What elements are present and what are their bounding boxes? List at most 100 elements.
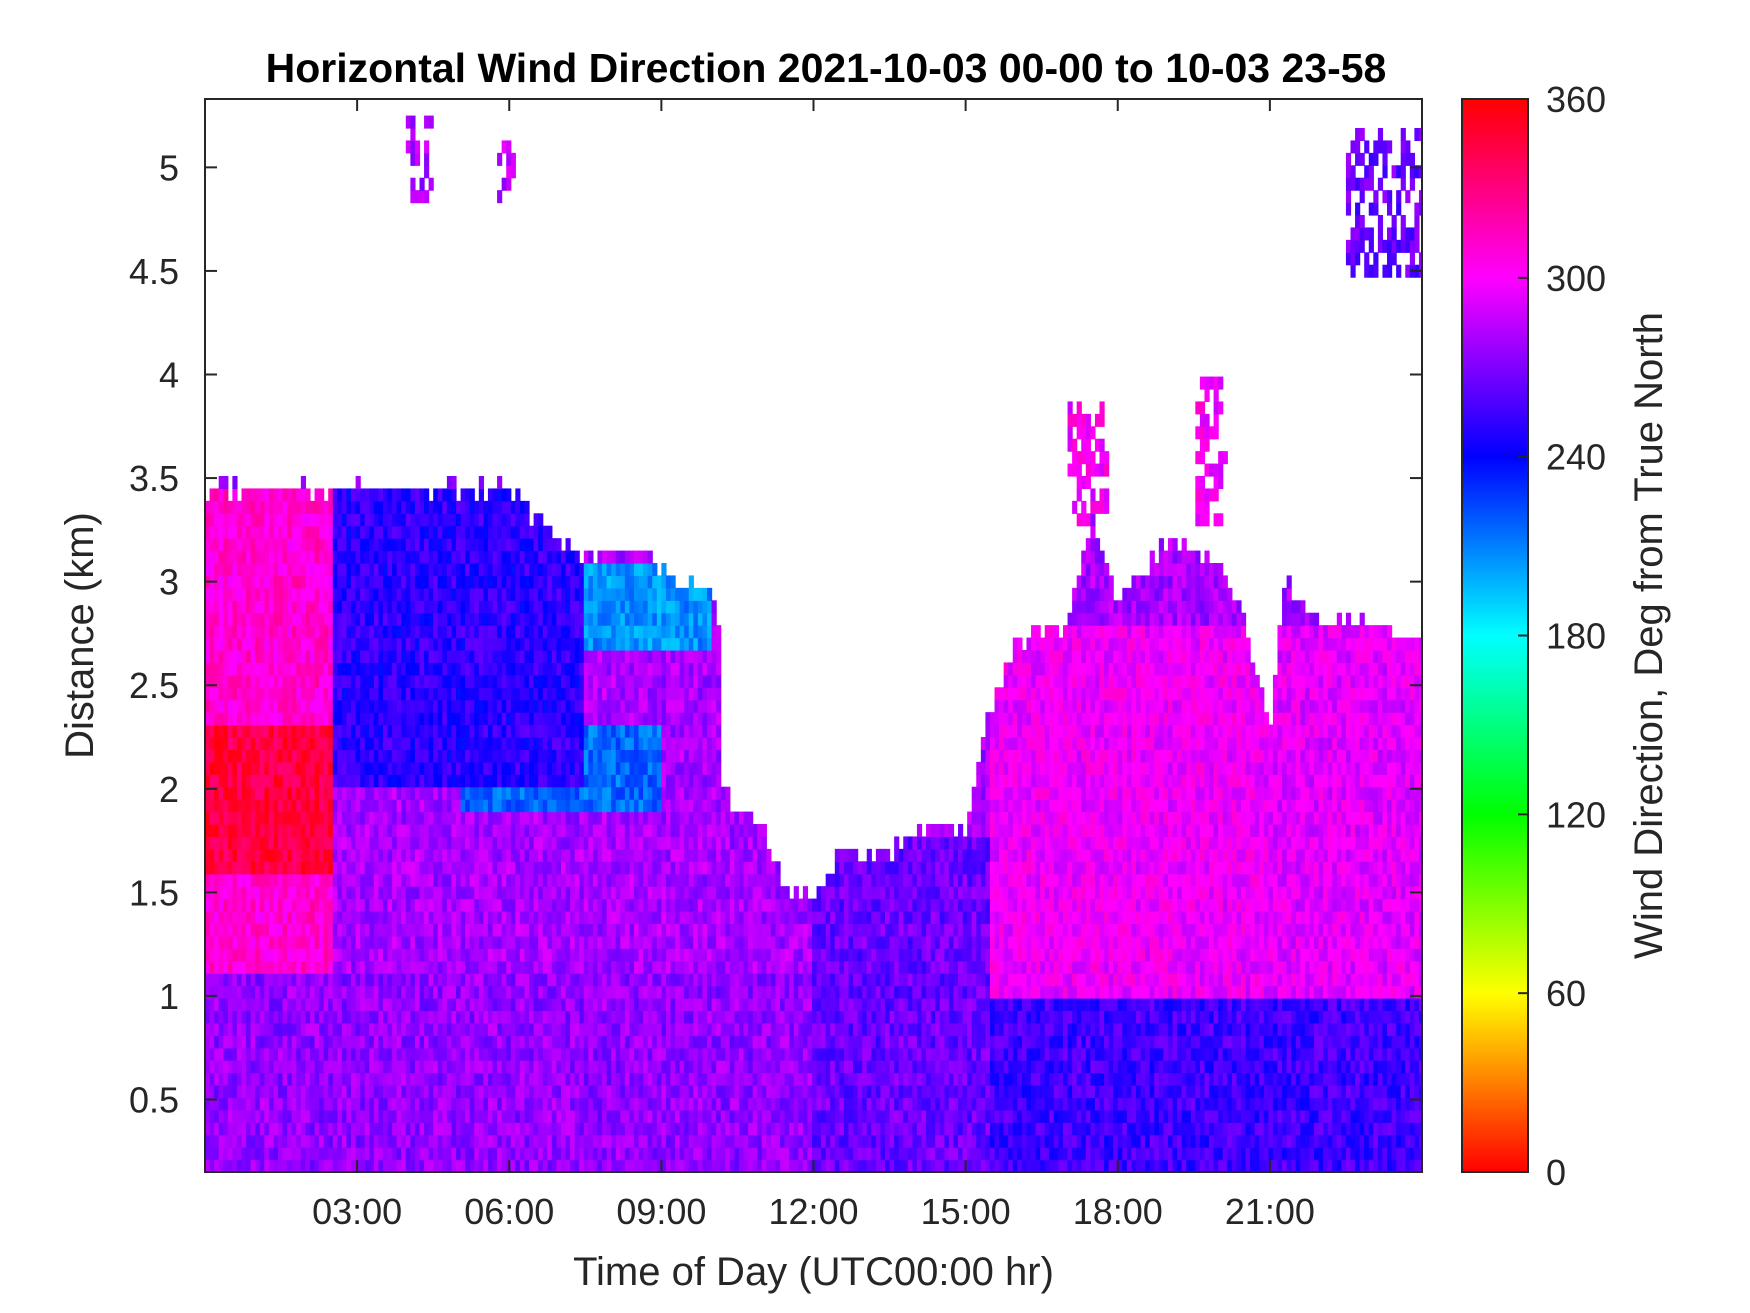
heatmap-cell	[214, 674, 220, 688]
heatmap-cell	[401, 538, 407, 552]
heatmap-cell	[428, 1122, 434, 1136]
heatmap-cell	[328, 687, 334, 701]
heatmap-cell	[278, 1060, 284, 1074]
heatmap-cell	[209, 1072, 215, 1086]
heatmap-cell	[319, 1072, 325, 1086]
heatmap-cell	[300, 985, 306, 999]
heatmap-cell	[424, 861, 430, 875]
heatmap-cell	[214, 749, 220, 763]
heatmap-cell	[606, 886, 612, 900]
heatmap-cell	[602, 600, 608, 614]
heatmap-cell	[570, 637, 576, 651]
heatmap-cell	[487, 1097, 494, 1111]
heatmap-cell	[419, 525, 425, 539]
heatmap-cell	[259, 625, 265, 639]
heatmap-cell	[309, 563, 316, 577]
heatmap-cell	[542, 699, 548, 713]
heatmap-cell	[346, 898, 352, 912]
heatmap-cell	[456, 786, 462, 800]
heatmap-cell	[401, 985, 407, 999]
heatmap-cell	[246, 886, 252, 900]
heatmap-cell	[387, 550, 393, 564]
heatmap-cell	[588, 587, 594, 601]
heatmap-cell	[255, 985, 261, 999]
heatmap-cell	[337, 811, 343, 825]
heatmap-cell	[232, 1072, 238, 1086]
heatmap-cell	[602, 861, 608, 875]
heatmap-cell	[378, 737, 384, 751]
heatmap-cell	[478, 550, 484, 564]
heatmap-cell	[551, 538, 557, 552]
heatmap-cell	[341, 724, 348, 738]
heatmap-cell	[551, 873, 557, 887]
heatmap-cell	[236, 1159, 243, 1172]
heatmap-cell	[360, 948, 366, 962]
heatmap-cell	[291, 1159, 297, 1172]
heatmap-cell	[205, 911, 211, 925]
heatmap-cell	[341, 1122, 348, 1136]
heatmap-cell	[355, 774, 361, 788]
heatmap-cell	[506, 1097, 512, 1111]
heatmap-cell	[300, 637, 306, 651]
heatmap-cell	[246, 799, 252, 813]
heatmap-cell	[524, 799, 530, 813]
heatmap-cell	[551, 886, 557, 900]
heatmap-cell	[268, 998, 275, 1012]
heatmap-cell	[373, 650, 380, 664]
heatmap-cell	[424, 1035, 430, 1049]
heatmap-cell	[442, 500, 448, 514]
heatmap-cell	[346, 786, 352, 800]
heatmap-cell	[332, 587, 338, 601]
heatmap-cell	[574, 799, 580, 813]
heatmap-cell	[510, 1072, 516, 1086]
heatmap-cell	[236, 761, 243, 775]
heatmap-cell	[551, 550, 557, 564]
heatmap-cell	[456, 1122, 462, 1136]
heatmap-cell	[341, 699, 348, 713]
heatmap-cell	[474, 712, 480, 726]
heatmap-cell	[460, 749, 466, 763]
heatmap-cell	[387, 811, 393, 825]
heatmap-cell	[456, 836, 462, 850]
heatmap-cell	[369, 674, 375, 688]
heatmap-cell	[602, 674, 608, 688]
heatmap-cell	[510, 500, 516, 514]
heatmap-cell	[282, 550, 288, 564]
heatmap-cell	[478, 563, 484, 577]
heatmap-cell	[319, 774, 325, 788]
heatmap-cell	[579, 898, 585, 912]
heatmap-cell	[414, 699, 421, 713]
heatmap-cell	[300, 960, 306, 974]
heatmap-cell	[497, 550, 503, 564]
heatmap-cell	[227, 786, 233, 800]
heatmap-cell	[478, 774, 484, 788]
heatmap-cell	[437, 525, 443, 539]
heatmap-cell	[433, 650, 439, 664]
heatmap-cell	[410, 749, 416, 763]
heatmap-cell	[437, 1159, 443, 1172]
heatmap-cell	[615, 898, 621, 912]
heatmap-cell	[273, 600, 279, 614]
heatmap-cell	[392, 973, 398, 987]
heatmap-cell	[305, 761, 311, 775]
heatmap-cell	[519, 923, 526, 937]
heatmap-cell	[218, 587, 224, 601]
heatmap-cell	[442, 662, 448, 676]
heatmap-cell	[351, 786, 357, 800]
heatmap-cell	[570, 587, 576, 601]
heatmap-cell	[506, 948, 512, 962]
heatmap-cell	[583, 811, 589, 825]
heatmap-cell	[460, 1085, 466, 1099]
heatmap-cell	[314, 948, 320, 962]
heatmap-cell	[451, 873, 457, 887]
heatmap-cell	[597, 799, 603, 813]
heatmap-cell	[364, 587, 370, 601]
heatmap-cell	[510, 165, 516, 179]
heatmap-cell	[538, 1097, 544, 1111]
heatmap-cell	[405, 786, 411, 800]
heatmap-cell	[328, 848, 334, 862]
heatmap-cell	[209, 563, 215, 577]
heatmap-cell	[611, 650, 617, 664]
heatmap-cell	[205, 749, 211, 763]
heatmap-cell	[218, 985, 224, 999]
